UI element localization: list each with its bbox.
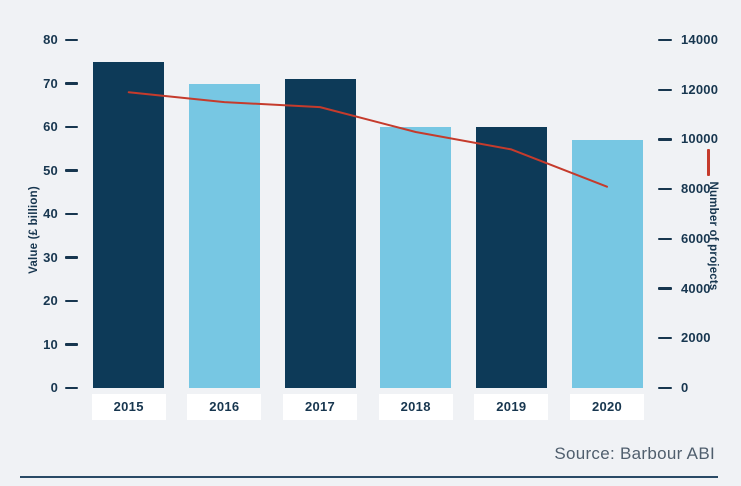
right-tick-label: 4000	[681, 280, 711, 296]
left-tick-mark	[65, 38, 78, 42]
right-tick-label: 14000	[681, 32, 719, 47]
left-tick-mark	[65, 343, 78, 346]
bar-2020	[571, 140, 643, 388]
left-tick-label: 30	[43, 249, 58, 265]
left-tick-label: 50	[43, 162, 58, 178]
x-label-2019: 2019	[474, 394, 549, 420]
right-axis-title: Number of projects	[707, 181, 719, 291]
right-tick-label: 6000	[681, 230, 711, 246]
bar-2015	[93, 61, 165, 388]
right-tick-mark	[658, 337, 672, 340]
x-label-2018: 2018	[378, 394, 453, 420]
bar-2019	[475, 127, 547, 388]
left-tick-label: 20	[43, 293, 58, 308]
left-tick-mark	[65, 125, 78, 129]
bar-2016	[188, 83, 260, 388]
left-tick-mark	[65, 299, 78, 303]
bottom-divider	[20, 476, 718, 478]
x-label-2015: 2015	[91, 394, 166, 420]
x-label-2017: 2017	[283, 394, 358, 420]
line-legend-marker	[707, 149, 710, 176]
bar-2018	[380, 127, 452, 388]
left-tick-label: 40	[43, 206, 58, 221]
right-tick-mark	[658, 287, 672, 290]
right-tick-mark	[658, 386, 672, 390]
right-tick-mark	[658, 38, 672, 42]
source-note: Source: Barbour ABI	[554, 444, 715, 463]
left-tick-label: 60	[43, 119, 58, 134]
right-tick-label: 10000	[681, 131, 719, 147]
left-tick-mark	[65, 212, 78, 216]
right-tick-label: 2000	[681, 330, 711, 346]
right-tick-mark	[658, 138, 672, 141]
right-tick-mark	[658, 88, 672, 91]
right-tick-label: 0	[681, 380, 689, 395]
x-label-2020: 2020	[570, 394, 644, 420]
left-tick-mark	[65, 169, 78, 172]
left-tick-label: 0	[50, 380, 58, 395]
right-tick-mark	[658, 187, 672, 191]
left-tick-mark	[65, 82, 78, 85]
right-tick-label: 8000	[681, 181, 711, 197]
left-tick-mark	[65, 256, 78, 259]
left-tick-mark	[65, 386, 78, 390]
left-tick-label: 10	[43, 336, 58, 352]
right-tick-mark	[658, 237, 672, 241]
x-label-2016: 2016	[187, 394, 262, 420]
right-tick-label: 12000	[681, 81, 719, 97]
left-tick-label: 80	[43, 32, 58, 47]
bar-2017	[284, 79, 356, 388]
left-tick-label: 70	[43, 75, 58, 91]
